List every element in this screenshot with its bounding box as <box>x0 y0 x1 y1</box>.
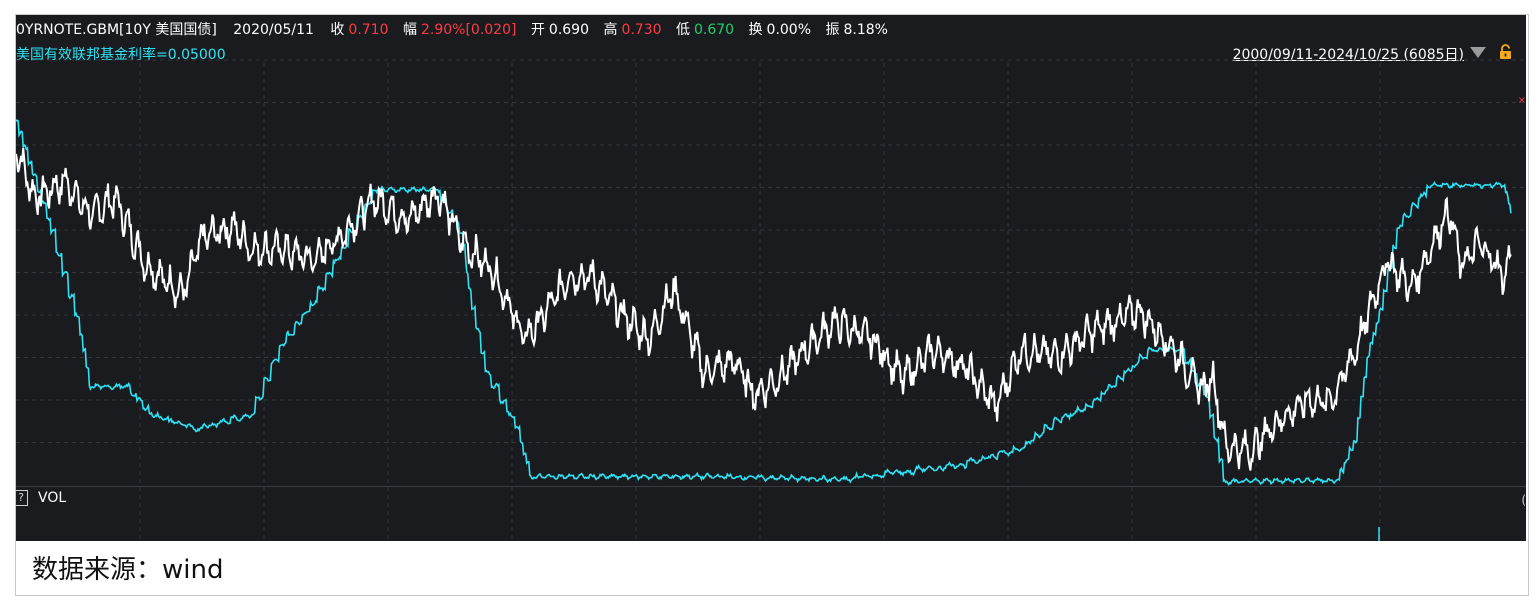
volume-chart <box>139 487 1381 541</box>
turnover-label: 换 <box>748 22 763 38</box>
amplitude-value: 8.18% <box>843 22 888 38</box>
horizontal-grid <box>16 59 1526 443</box>
volume-label: VOL <box>38 490 67 506</box>
edge-glyph: ( <box>1521 493 1526 507</box>
change-value: 2.90%[0.020] <box>420 22 517 38</box>
open-label: 开 <box>530 22 545 38</box>
price-chart <box>16 59 1526 486</box>
change-label: 幅 <box>402 22 417 38</box>
date-range-selector[interactable]: 2000/09/11-2024/10/25 (6085日) <box>1232 47 1464 63</box>
edge-marker-icon: × <box>1517 95 1526 106</box>
chart-area: 0YRNOTE.GBM[10Y 美国国债] 2020/05/11 收 0.710 … <box>16 15 1526 541</box>
date-label: 2020/05/11 <box>233 22 314 38</box>
fed-funds-rate-line <box>16 119 1512 486</box>
low-value: 0.670 <box>694 22 735 38</box>
close-value: 0.710 <box>348 22 389 38</box>
volume-grid <box>139 487 1381 541</box>
fed-funds-rate-label: 美国有效联邦基金利率=0.05000 <box>16 47 226 63</box>
close-label: 收 <box>330 22 345 38</box>
quote-header: 0YRNOTE.GBM[10Y 美国国债] 2020/05/11 收 0.710 … <box>16 19 892 41</box>
high-label: 高 <box>603 22 618 38</box>
lock-icon[interactable] <box>1499 44 1512 60</box>
amplitude-label: 振 <box>825 22 840 38</box>
treasury-yield-line <box>16 148 1512 471</box>
turnover-value: 0.00% <box>766 22 812 38</box>
dropdown-arrow-icon[interactable] <box>1470 47 1486 58</box>
source-caption: 数据来源：wind <box>32 555 224 585</box>
volume-panel: ? VOL <box>16 486 1526 541</box>
symbol-label: 0YRNOTE.GBM[10Y 美国国债] <box>16 22 217 38</box>
low-label: 低 <box>676 22 690 38</box>
high-value: 0.730 <box>621 22 662 38</box>
open-value: 0.690 <box>548 22 589 38</box>
help-icon[interactable]: ? <box>16 490 28 506</box>
